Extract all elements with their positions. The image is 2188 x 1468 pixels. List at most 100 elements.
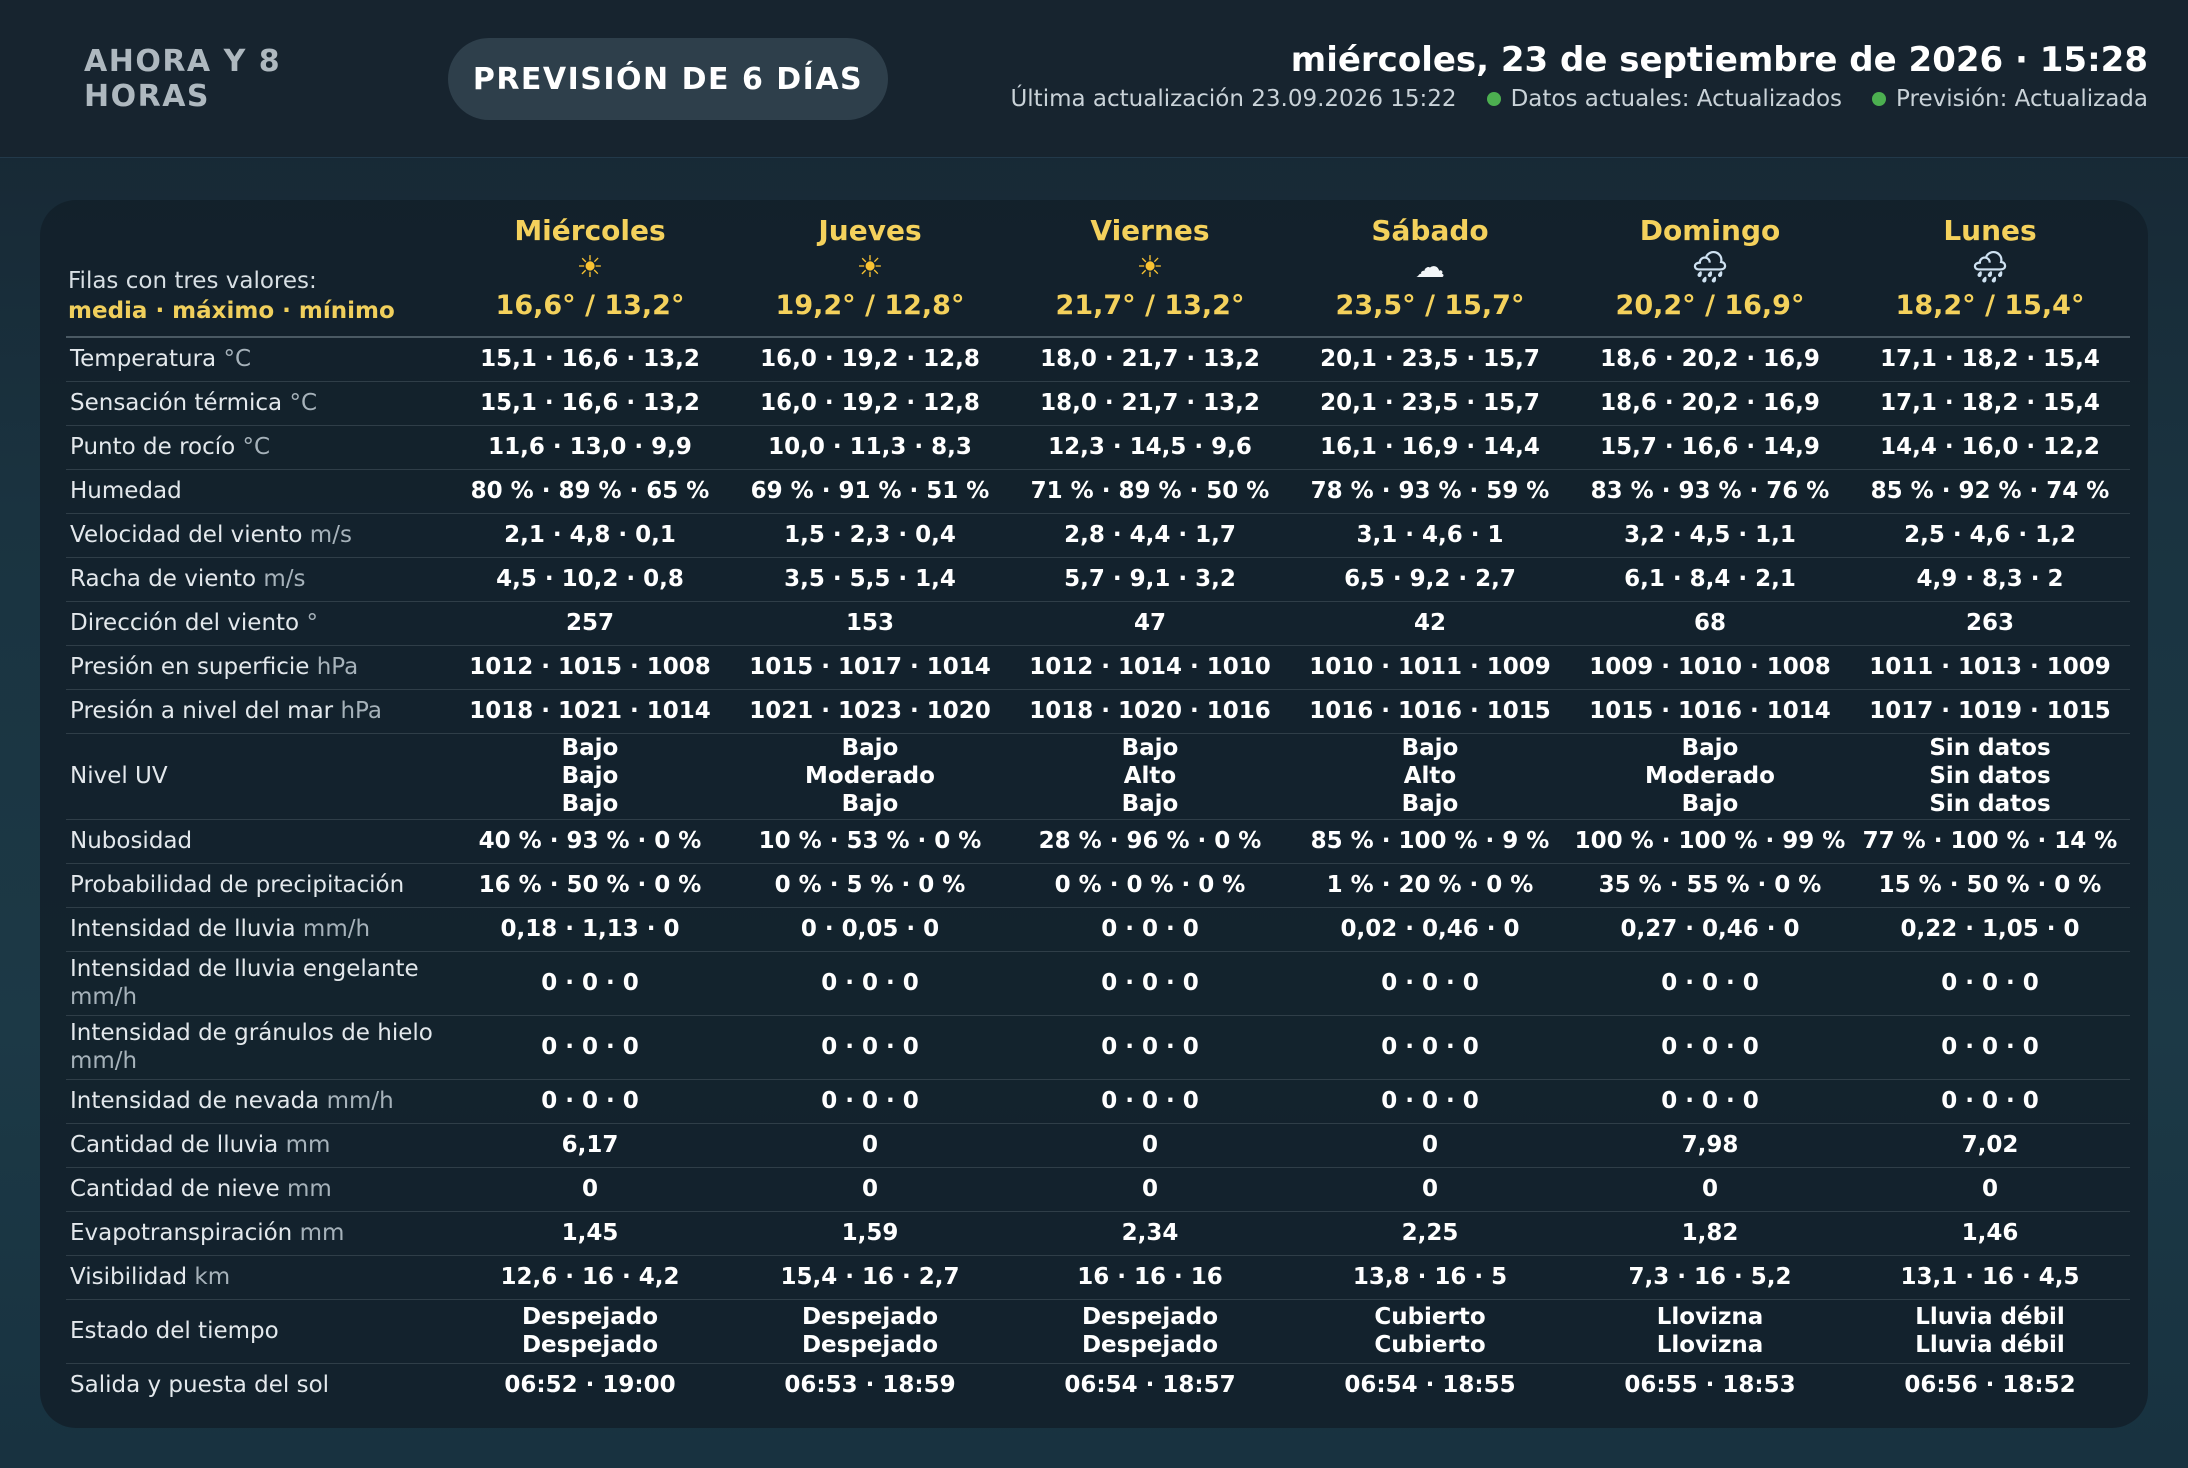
cell-line: Bajo <box>841 735 899 761</box>
table-cell: 2,5 · 4,6 · 1,2 <box>1850 513 2130 558</box>
row-label: Cantidad de nieve mm <box>66 1167 450 1212</box>
table-cell: 28 % · 96 % · 0 % <box>1010 819 1290 864</box>
day-temp-range: 21,7° / 13,2° <box>1055 290 1245 321</box>
table-cell: 17,1 · 18,2 · 15,4 <box>1850 381 2130 426</box>
day-header-row: Filas con tres valores: media · máximo ·… <box>66 212 2130 338</box>
day-temp-range: 20,2° / 16,9° <box>1615 290 1805 321</box>
status-bar: Última actualización 23.09.2026 15:22 Da… <box>1010 86 2148 112</box>
row-label-text: Nivel UV <box>70 763 168 789</box>
table-cell: 4,5 · 10,2 · 0,8 <box>450 557 730 602</box>
table-cell: 263 <box>1850 601 2130 646</box>
table-cell: 15,1 · 16,6 · 13,2 <box>450 381 730 426</box>
row-label-text: Probabilidad de precipitación <box>70 872 405 898</box>
table-cell: 0 · 0 · 0 <box>1850 1079 2130 1124</box>
table-cell: 0 · 0 · 0 <box>1010 1079 1290 1124</box>
table-cell: 10,0 · 11,3 · 8,3 <box>730 425 1010 470</box>
table-cell: 1012 · 1015 · 1008 <box>450 645 730 690</box>
table-cell: 85 % · 100 % · 9 % <box>1290 819 1570 864</box>
table-cell: 0,18 · 1,13 · 0 <box>450 907 730 952</box>
day-header-2: Viernes ☀ 21,7° / 13,2° <box>1010 212 1290 338</box>
row-label-text: Cantidad de lluvia <box>70 1132 279 1158</box>
rain-cloud-icon: 🌧 <box>1690 250 1730 285</box>
table-cell: 0 · 0 · 0 <box>1570 951 1850 1016</box>
cell-line: Sin datos <box>1929 735 2051 761</box>
table-cell: 0 <box>450 1167 730 1212</box>
table-cell: 13,1 · 16 · 4,5 <box>1850 1255 2130 1300</box>
table-row: Intensidad de gránulos de hielo mm/h 0 · … <box>66 1015 2130 1080</box>
table-cell: 3,5 · 5,5 · 1,4 <box>730 557 1010 602</box>
cell-line: Llovizna <box>1656 1332 1764 1358</box>
table-row: Temperatura °C 15,1 · 16,6 · 13,2 16,0 · 1… <box>66 337 2130 382</box>
row-unit: m/s <box>263 566 306 592</box>
table-cell: 2,25 <box>1290 1211 1570 1256</box>
row-label-text: Intensidad de lluvia <box>70 916 296 942</box>
table-cell: 2,1 · 4,8 · 0,1 <box>450 513 730 558</box>
table-cell: 42 <box>1290 601 1570 646</box>
day-header-3: Sábado ☁ 23,5° / 15,7° <box>1290 212 1570 338</box>
cell-line: Despejado <box>521 1304 659 1330</box>
table-row: Nivel UV Bajo Bajo Bajo Bajo Moderado Bajo Bajo… <box>66 733 2130 820</box>
table-cell: 2,34 <box>1010 1211 1290 1256</box>
status-forecast: Previsión: Actualizada <box>1872 86 2148 112</box>
row-unit: mm <box>285 1132 331 1158</box>
table-cell: 1021 · 1023 · 1020 <box>730 689 1010 734</box>
table-cell: 16,1 · 16,9 · 14,4 <box>1290 425 1570 470</box>
current-datetime: miércoles, 23 de septiembre de 2026 · 15… <box>1290 40 2148 80</box>
table-cell: 14,4 · 16,0 · 12,2 <box>1850 425 2130 470</box>
table-cell: 11,6 · 13,0 · 9,9 <box>450 425 730 470</box>
table-cell: 1015 · 1017 · 1014 <box>730 645 1010 690</box>
table-cell: 18,6 · 20,2 · 16,9 <box>1570 337 1850 382</box>
table-cell: 0 · 0 · 0 <box>730 1079 1010 1124</box>
status-dot-icon <box>1486 92 1501 106</box>
forecast-table: Filas con tres valores: media · máximo ·… <box>66 212 2130 1407</box>
row-label-text: Dirección del viento <box>70 610 300 636</box>
row-unit: hPa <box>340 698 382 724</box>
table-cell: 1,5 · 2,3 · 0,4 <box>730 513 1010 558</box>
row-unit: mm/h <box>326 1088 394 1114</box>
table-cell: 68 <box>1570 601 1850 646</box>
table-cell: 0 <box>1290 1167 1570 1212</box>
table-cell: 0 % · 5 % · 0 % <box>730 863 1010 908</box>
row-label-text: Presión a nivel del mar <box>70 698 334 724</box>
table-cell: 0 · 0 · 0 <box>1290 1015 1570 1080</box>
day-name: Domingo <box>1639 214 1781 247</box>
row-unit: mm/h <box>302 916 371 942</box>
table-cell: 1,82 <box>1570 1211 1850 1256</box>
row-label: Velocidad del viento m/s <box>66 513 450 558</box>
table-row: Sensación térmica °C 15,1 · 16,6 · 13,2 16… <box>66 381 2130 426</box>
row-label-text: Intensidad de gránulos de hielo <box>70 1020 433 1046</box>
table-row: Racha de viento m/s 4,5 · 10,2 · 0,8 3,5 ·… <box>66 557 2130 602</box>
cell-line: Bajo <box>1401 735 1459 761</box>
table-cell: 0 <box>1010 1167 1290 1212</box>
table-cell: 0 · 0 · 0 <box>1850 1015 2130 1080</box>
table-cell: 18,0 · 21,7 · 13,2 <box>1010 337 1290 382</box>
day-temp-range: 19,2° / 12,8° <box>775 290 965 321</box>
day-name: Lunes <box>1943 214 2037 247</box>
row-label: Cantidad de lluvia mm <box>66 1123 450 1168</box>
table-cell: Despejado Despejado <box>450 1299 730 1364</box>
row-label: Humedad <box>66 469 450 514</box>
status-dot-icon <box>1872 92 1887 106</box>
table-cell: 0 · 0 · 0 <box>1290 951 1570 1016</box>
table-cell: 0 · 0 · 0 <box>1850 951 2130 1016</box>
row-unit: m/s <box>309 522 352 548</box>
table-cell: 6,5 · 9,2 · 2,7 <box>1290 557 1570 602</box>
table-cell: 1010 · 1011 · 1009 <box>1290 645 1570 690</box>
table-cell: 0 · 0 · 0 <box>730 951 1010 1016</box>
table-cell: Lluvia débil Lluvia débil <box>1850 1299 2130 1364</box>
cell-line: Despejado <box>801 1304 939 1330</box>
row-unit: °C <box>223 346 252 373</box>
cell-line: Bajo <box>561 763 619 789</box>
table-cell: 1016 · 1016 · 1015 <box>1290 689 1570 734</box>
row-label: Punto de rocío °C <box>66 425 450 470</box>
cell-line: Bajo <box>1681 791 1739 817</box>
tab-6-day-forecast[interactable]: PREVISIÓN DE 6 DÍAS <box>448 38 888 120</box>
row-unit: km <box>194 1264 231 1290</box>
row-label-text: Intensidad de lluvia engelante <box>70 956 419 982</box>
sun-icon: ☀ <box>1136 250 1164 285</box>
tab-now-and-8-hours[interactable]: AHORA Y 8 HORAS <box>84 44 282 114</box>
table-cell: 7,02 <box>1850 1123 2130 1168</box>
row-label: Presión a nivel del mar hPa <box>66 689 450 734</box>
day-header-1: Jueves ☀ 19,2° / 12,8° <box>730 212 1010 338</box>
row-label-text: Estado del tiempo <box>70 1318 279 1344</box>
